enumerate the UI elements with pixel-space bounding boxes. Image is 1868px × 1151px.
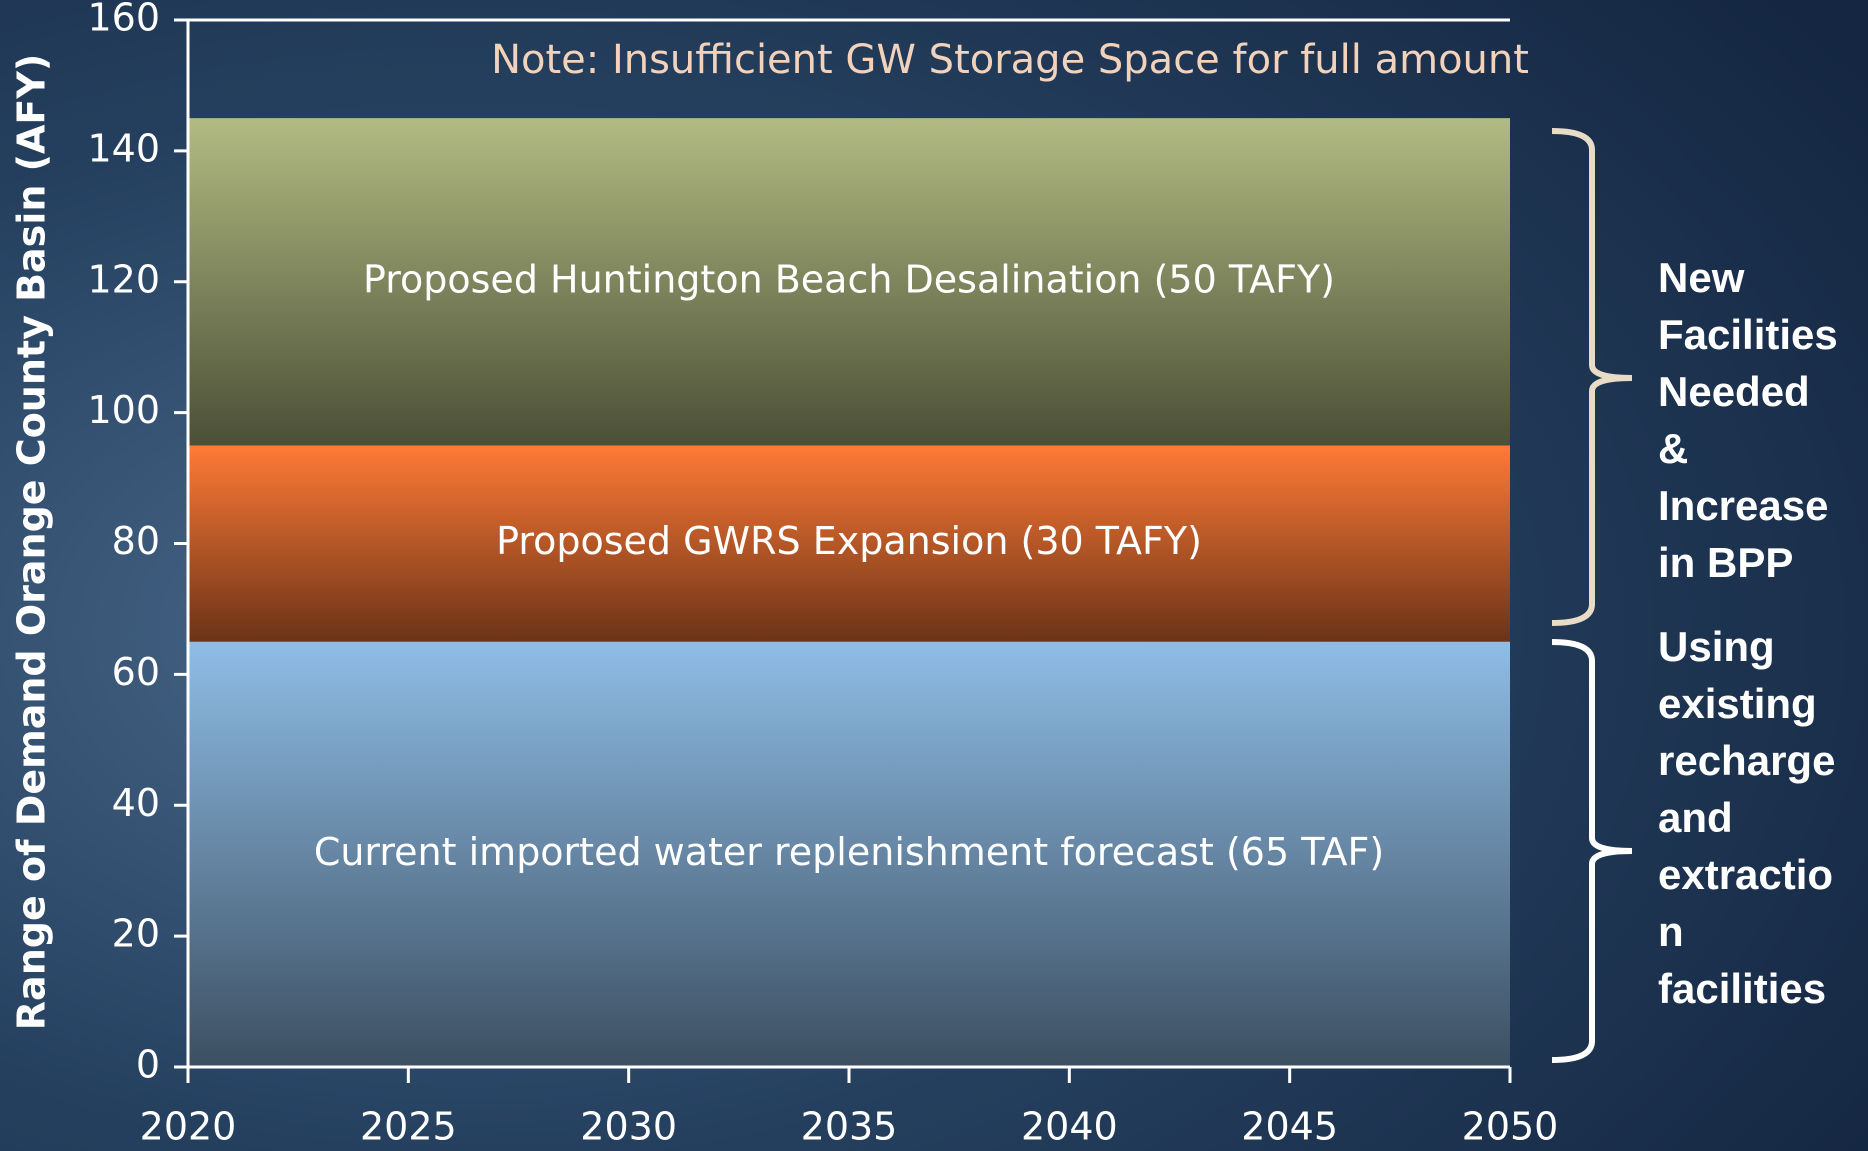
- upper-brace: [1551, 128, 1633, 626]
- x-tick-label: 2035: [801, 1105, 898, 1149]
- area: [188, 445, 1510, 642]
- series-label: Current imported water replenishment for…: [314, 830, 1384, 874]
- x-tick-label: 2050: [1462, 1105, 1559, 1149]
- x-tick-label: 2020: [140, 1105, 237, 1149]
- upper-brace-label: New: [1658, 254, 1745, 301]
- x-tick-label: 2030: [580, 1105, 677, 1149]
- y-tick-label: 20: [112, 912, 160, 956]
- upper-brace-label: Needed: [1658, 368, 1810, 415]
- y-tick-label: 160: [87, 0, 160, 40]
- note: Note: Insufficient GW Storage Space for …: [491, 37, 1529, 83]
- y-tick-label: 100: [87, 388, 160, 432]
- y-axis-title: Range of Demand Orange County Basin (AFY…: [10, 54, 54, 1030]
- y-tick-label: 80: [112, 519, 160, 563]
- upper-brace-label: in BPP: [1658, 539, 1793, 586]
- lower-brace-label: and: [1658, 794, 1733, 841]
- lower-brace-label: existing: [1658, 680, 1817, 727]
- series-label: Proposed GWRS Expansion (30 TAFY): [496, 519, 1202, 563]
- y-tick-label: 40: [112, 781, 160, 825]
- x-tick-label: 2045: [1241, 1105, 1338, 1149]
- lower-brace-label: recharge: [1658, 737, 1835, 784]
- lower-brace-label: extractio: [1658, 851, 1833, 898]
- x-tick-label: 2025: [360, 1105, 457, 1149]
- lower-brace-label: Using: [1658, 623, 1775, 670]
- area: [188, 641, 1510, 1067]
- upper-brace-label: &: [1658, 425, 1688, 472]
- lower-brace-label: n: [1658, 908, 1684, 955]
- series-label: Proposed Huntington Beach Desalination (…: [363, 257, 1335, 301]
- y-tick-label: 0: [136, 1043, 160, 1087]
- upper-brace-label: Increase: [1658, 482, 1828, 529]
- y-tick-label: 120: [87, 257, 160, 301]
- x-tick-label: 2040: [1021, 1105, 1118, 1149]
- lower-brace-label: facilities: [1658, 965, 1826, 1012]
- area: [188, 118, 1510, 446]
- y-tick-label: 140: [87, 126, 160, 170]
- lower-brace: [1551, 639, 1633, 1063]
- y-tick-label: 60: [112, 650, 160, 694]
- upper-brace-label: Facilities: [1658, 311, 1838, 358]
